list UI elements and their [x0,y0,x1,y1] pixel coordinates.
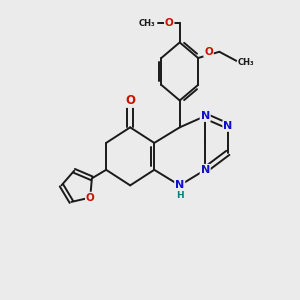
Text: CH₃: CH₃ [238,58,255,67]
Text: O: O [86,193,94,202]
Text: N: N [201,111,210,121]
Text: CH₃: CH₃ [138,19,155,28]
Text: O: O [165,19,174,28]
Text: N: N [201,165,210,175]
Text: O: O [125,94,135,107]
Text: H: H [176,191,184,200]
Text: N: N [175,180,184,190]
Text: O: O [204,47,213,57]
Text: N: N [223,121,232,131]
